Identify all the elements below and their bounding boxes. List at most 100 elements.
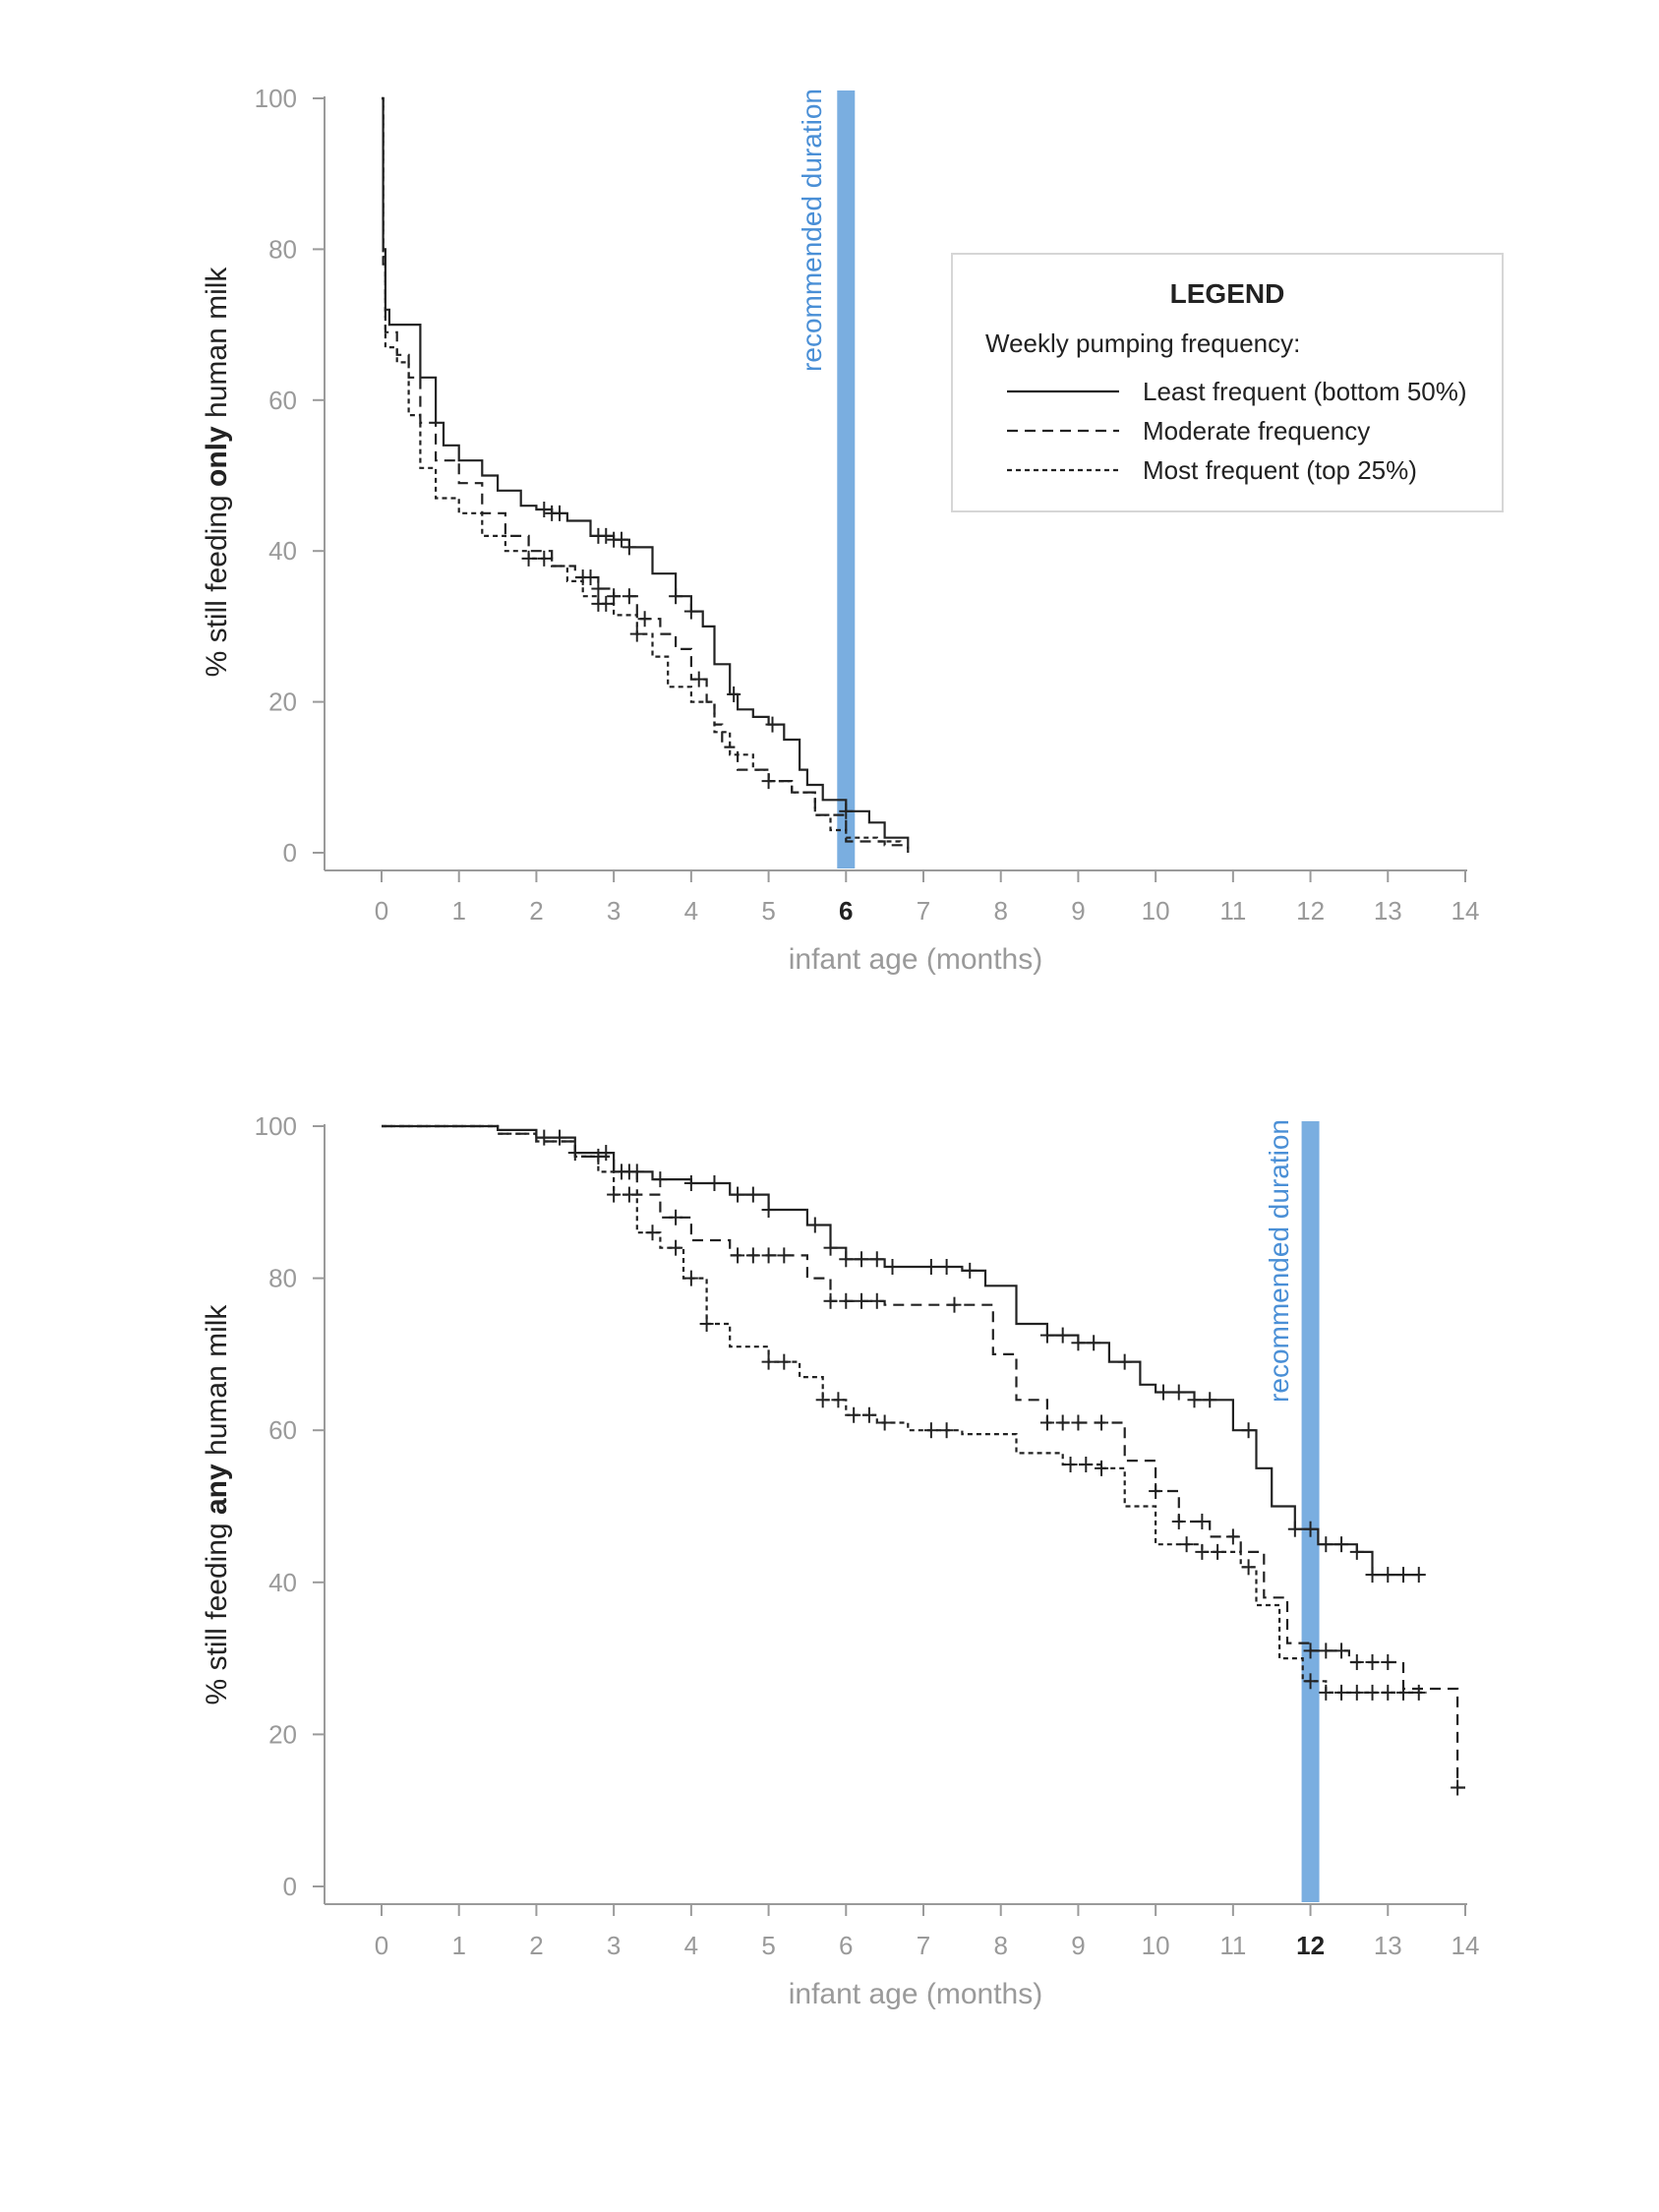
censor-mark xyxy=(683,1174,698,1191)
x-tick-label: 6 xyxy=(839,1931,853,1960)
censor-mark xyxy=(1241,1422,1256,1439)
censor-mark xyxy=(653,1171,668,1188)
censor-mark xyxy=(607,588,622,605)
censor-mark xyxy=(521,550,536,567)
x-tick-label: 14 xyxy=(1452,896,1480,926)
x-tick-label: 5 xyxy=(761,896,775,926)
x-tick-label: 9 xyxy=(1071,896,1085,926)
x-tick-label: 6 xyxy=(839,896,853,926)
recommended-duration-bar xyxy=(837,90,856,868)
censor-mark xyxy=(622,539,636,556)
censor-mark xyxy=(963,1262,978,1279)
censor-mark xyxy=(1179,1536,1194,1553)
censor-mark xyxy=(1171,1384,1186,1401)
censor-mark xyxy=(839,1292,854,1309)
censor-mark xyxy=(1396,1684,1411,1701)
x-tick-label: 3 xyxy=(607,1931,621,1960)
censor-mark xyxy=(537,550,552,567)
series-line-dotted xyxy=(382,1124,1427,1694)
legend-subtitle: Weekly pumping frequency: xyxy=(985,329,1300,358)
x-tick-label: 7 xyxy=(917,896,930,926)
y-tick-label: 0 xyxy=(283,838,297,867)
censor-mark xyxy=(1303,1521,1318,1537)
censor-mark xyxy=(1303,1643,1318,1659)
x-tick-label: 4 xyxy=(684,896,698,926)
y-tick-label: 40 xyxy=(268,536,297,566)
x-tick-label: 8 xyxy=(993,1931,1007,1960)
y-tick-label: 40 xyxy=(268,1568,297,1597)
censor-mark xyxy=(699,1315,714,1332)
x-tick-label: 12 xyxy=(1296,1931,1325,1960)
censor-mark xyxy=(1319,1643,1333,1659)
y-tick-label: 100 xyxy=(255,1111,297,1141)
x-tick-label: 5 xyxy=(761,1931,775,1960)
y-tick-label: 60 xyxy=(268,1415,297,1445)
x-tick-label: 0 xyxy=(375,1931,388,1960)
censor-mark xyxy=(815,1392,830,1408)
series-line-dotted xyxy=(382,96,902,846)
censor-mark xyxy=(1187,1392,1202,1408)
censor-mark xyxy=(807,1217,822,1233)
censor-mark xyxy=(823,1239,838,1256)
y-axis-label: % still feeding only human milk xyxy=(201,267,233,678)
censor-mark xyxy=(1349,1543,1364,1560)
y-tick-label: 60 xyxy=(268,386,297,415)
censor-mark xyxy=(939,1259,954,1276)
censor-mark xyxy=(1334,1536,1349,1553)
censor-mark xyxy=(553,1129,567,1146)
series-line-solid xyxy=(382,96,910,853)
censor-mark xyxy=(622,1164,636,1180)
x-tick-label: 11 xyxy=(1219,896,1246,926)
censor-mark xyxy=(553,505,567,521)
censor-mark xyxy=(1087,1335,1101,1351)
censor-mark xyxy=(1095,1460,1109,1476)
censor-mark xyxy=(537,502,552,518)
censor-mark xyxy=(1195,1543,1210,1560)
recommended-duration-label: recommended duration xyxy=(1264,1119,1294,1403)
legend-box xyxy=(951,253,1504,512)
y-tick-label: 20 xyxy=(268,1719,297,1749)
x-axis-label: infant age (months) xyxy=(789,943,1042,976)
x-tick-label: 11 xyxy=(1219,1931,1246,1960)
censor-mark xyxy=(599,1145,614,1162)
censor-mark xyxy=(1055,1327,1070,1344)
censor-mark xyxy=(599,527,614,544)
censor-mark xyxy=(923,1259,938,1276)
censor-mark xyxy=(1039,1414,1054,1431)
censor-mark xyxy=(869,1251,884,1268)
censor-mark xyxy=(855,1251,869,1268)
censor-mark xyxy=(1319,1536,1333,1553)
censor-mark xyxy=(731,1247,745,1264)
censor-mark xyxy=(607,1186,622,1203)
recommended-duration-bar xyxy=(1301,1121,1320,1902)
censor-mark xyxy=(1287,1521,1302,1537)
censor-mark xyxy=(537,1129,552,1146)
censor-mark xyxy=(727,686,741,702)
censor-mark xyxy=(1349,1684,1364,1701)
x-tick-label: 1 xyxy=(451,896,465,926)
censor-mark xyxy=(1365,1567,1380,1584)
x-tick-label: 12 xyxy=(1296,896,1325,926)
censor-mark xyxy=(1071,1335,1086,1351)
legend: LEGEND Weekly pumping frequency: Least fre… xyxy=(951,253,1504,512)
censor-mark xyxy=(1381,1684,1395,1701)
censor-mark xyxy=(885,1259,900,1276)
censor-mark xyxy=(761,773,776,790)
censor-mark xyxy=(1319,1684,1333,1701)
censor-mark xyxy=(1149,1483,1163,1500)
censor-mark xyxy=(923,1422,938,1439)
censor-mark xyxy=(622,588,636,605)
censor-mark xyxy=(629,626,644,642)
censor-mark xyxy=(1381,1567,1395,1584)
censor-mark xyxy=(1071,1414,1086,1431)
legend-entry-label: Least frequent (bottom 50%) xyxy=(1143,377,1467,406)
x-tick-label: 2 xyxy=(529,896,543,926)
censor-mark xyxy=(731,1186,745,1203)
censor-mark xyxy=(869,1292,884,1309)
censor-mark xyxy=(622,1186,636,1203)
censor-mark xyxy=(1303,1673,1318,1690)
x-tick-label: 10 xyxy=(1142,1931,1170,1960)
